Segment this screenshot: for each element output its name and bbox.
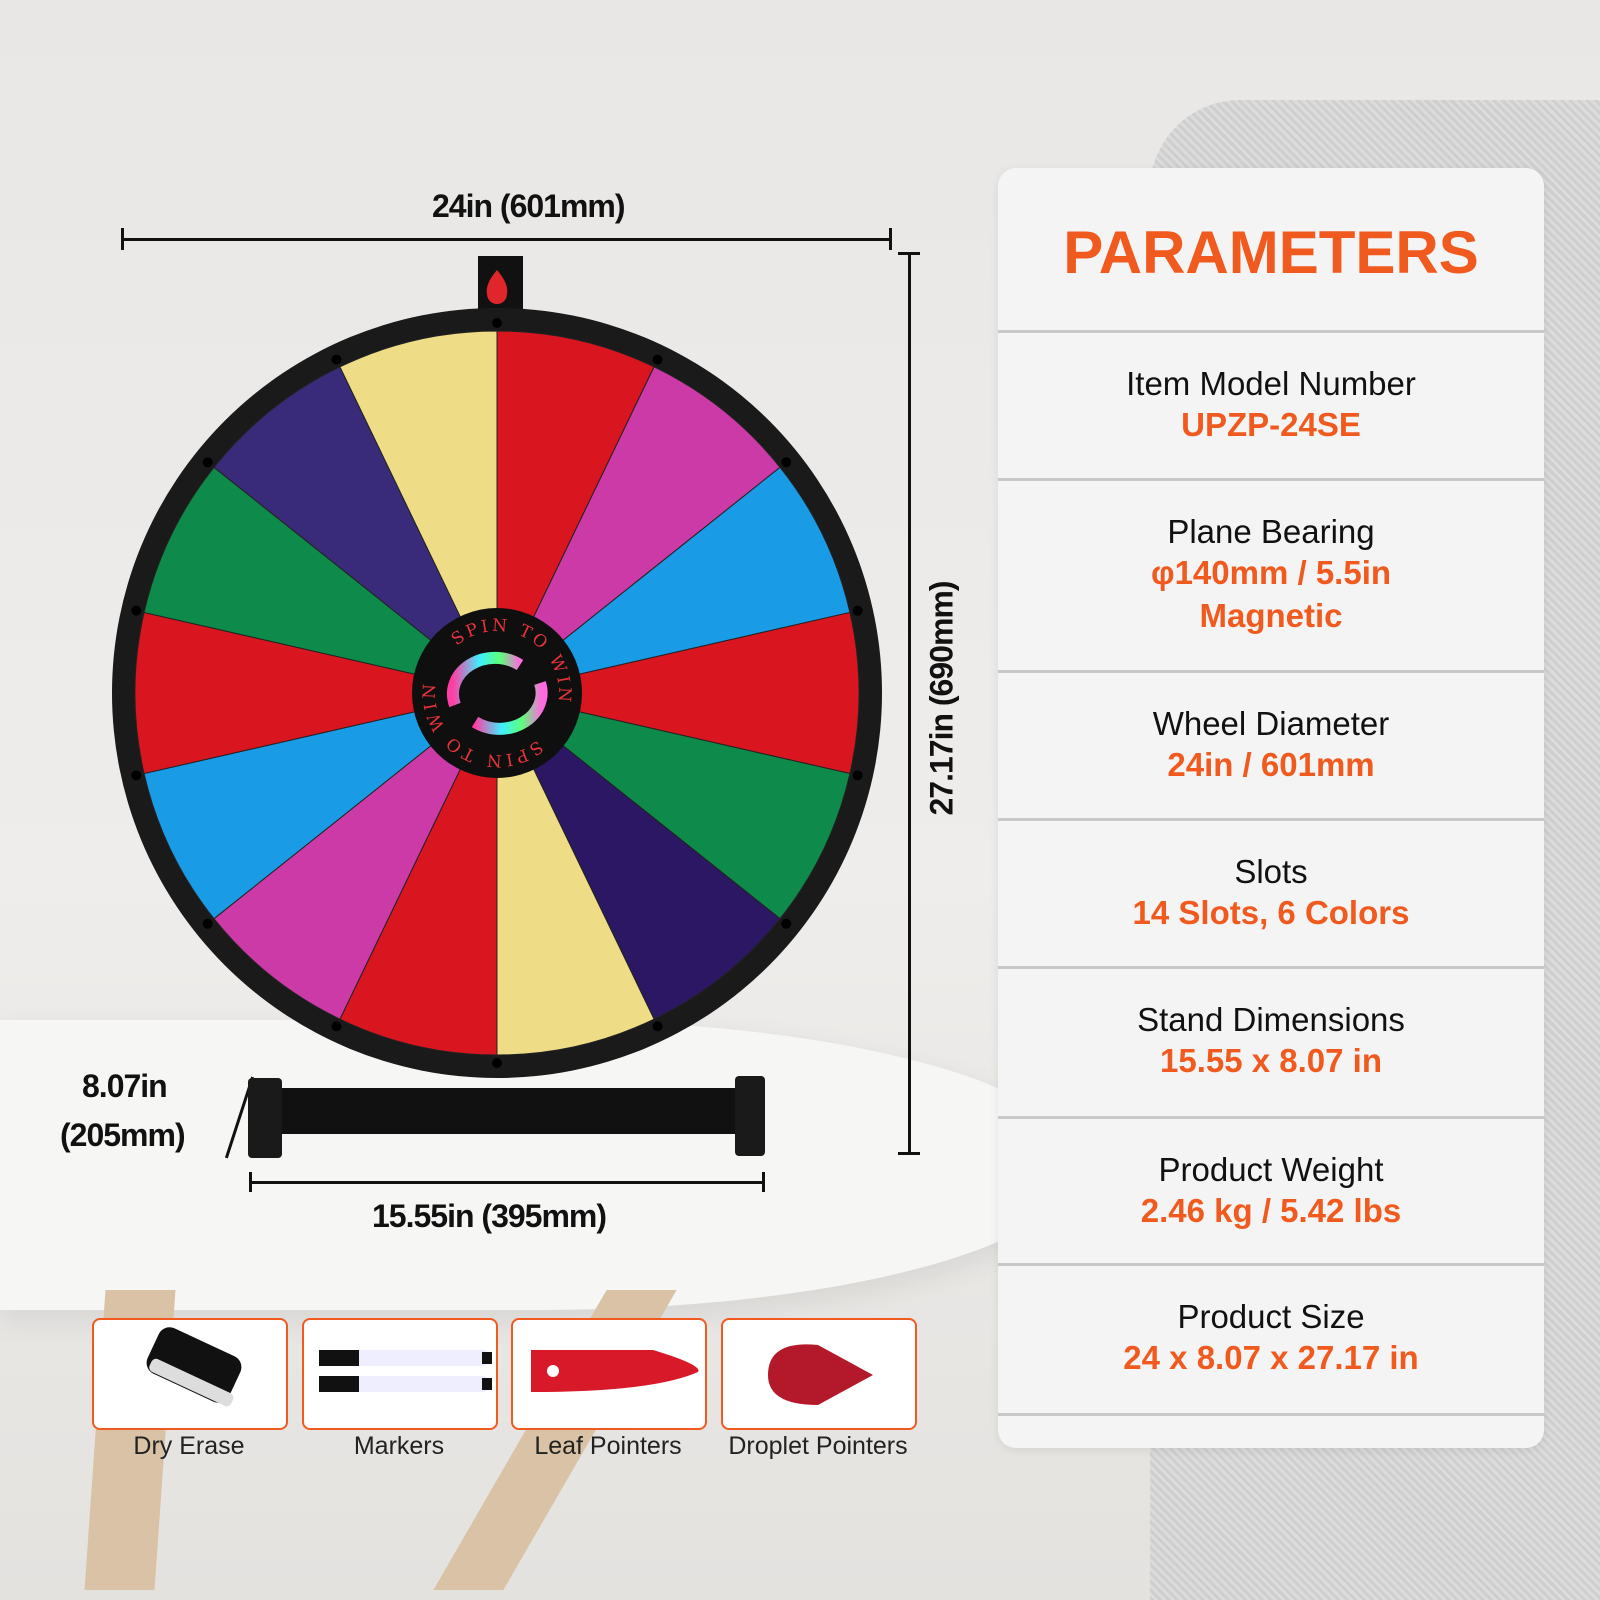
accessory-label: Dry Erase: [133, 1432, 245, 1460]
parameter-row: Stand Dimensions 15.55 x 8.07 in: [998, 966, 1544, 1119]
parameter-row: Product Size 24 x 8.07 x 27.17 in: [998, 1263, 1544, 1416]
wheel-slot: [213, 366, 498, 694]
divider: [998, 1413, 1544, 1416]
accessory-card: [511, 1318, 707, 1430]
wheel-peg: [131, 605, 142, 616]
stand-depth-in-label: 8.07in: [82, 1068, 168, 1104]
wheel-slot: [496, 611, 860, 775]
accessory-label: Markers: [353, 1432, 445, 1460]
stand-foot: [248, 1078, 282, 1158]
wheel-peg: [652, 1021, 663, 1032]
wheel-peg: [492, 1058, 502, 1068]
parameter-row: Plane Bearing φ140mm / 5.5in Magnetic: [998, 478, 1544, 673]
droplet-pointer[interactable]: [486, 270, 508, 304]
parameter-value: 24 x 8.07 x 27.17 in: [1123, 1339, 1419, 1376]
wheel-slot: [339, 330, 498, 694]
parameter-value: Magnetic: [1199, 597, 1343, 634]
wheel-slot: [496, 692, 781, 1020]
leaf-pointer-icon: [531, 1350, 699, 1392]
parameters-title: PARAMETERS: [1063, 219, 1479, 286]
wheel-slot: [496, 692, 851, 920]
wheel-slot: [496, 466, 851, 694]
wheel-slot: [213, 692, 498, 1020]
wheel-peg: [852, 770, 863, 781]
dimension-tick: [762, 1172, 765, 1192]
parameter-row: Product Weight 2.46 kg / 5.42 lbs: [998, 1116, 1544, 1266]
accessory-card: [302, 1318, 498, 1430]
parameter-value: 15.55 x 8.07 in: [1160, 1042, 1382, 1079]
parameter-label: Plane Bearing: [1167, 513, 1375, 550]
wheel-slot: [496, 330, 655, 694]
wheel-stand: [260, 1088, 760, 1134]
parameter-label: Product Weight: [1158, 1151, 1384, 1188]
stand-foot: [735, 1076, 765, 1156]
wheel-peg: [331, 354, 342, 365]
stand-depth-mm-label: (205mm): [60, 1117, 186, 1153]
parameter-value: 2.46 kg / 5.42 lbs: [1140, 1192, 1402, 1229]
stand-width-line: [250, 1181, 765, 1184]
accessory-card: [721, 1318, 917, 1430]
accessory-label: Droplet Pointers: [728, 1432, 908, 1460]
parameter-value: φ140mm / 5.5in: [1150, 554, 1392, 591]
wheel-peg: [202, 457, 213, 468]
spin-arrows-icon: [447, 651, 548, 735]
width-label: 24in (601mm): [432, 188, 626, 224]
parameter-row: Item Model Number UPZP-24SE: [998, 330, 1544, 481]
droplet-pointer-icon: [768, 1344, 873, 1405]
dimension-tick: [249, 1172, 252, 1192]
wheel-peg: [202, 918, 213, 929]
wheel-hub: [412, 608, 582, 778]
accessory-card: [92, 1318, 288, 1430]
parameter-label: Stand Dimensions: [1137, 1001, 1405, 1038]
wheel-slot: [143, 466, 498, 694]
height-dimension-line: [908, 252, 911, 1154]
parameters-panel: PARAMETERS Item Model Number UPZP-24SE Pla…: [998, 168, 1544, 1448]
dimension-tick: [898, 1152, 920, 1155]
width-dimension-line: [122, 238, 892, 241]
wheel-slot: [496, 366, 781, 694]
wheel-peg: [331, 1021, 342, 1032]
wheel-peg: [852, 605, 863, 616]
parameter-value: 24in / 601mm: [1167, 746, 1375, 783]
parameter-label: Item Model Number: [1126, 365, 1416, 402]
wheel-slot: [143, 692, 498, 920]
dimension-tick: [121, 228, 124, 250]
parameter-label: Product Size: [1177, 1298, 1365, 1335]
wheel-peg: [781, 457, 792, 468]
wheel-peg: [131, 770, 142, 781]
parameter-label: Wheel Diameter: [1152, 705, 1390, 742]
prize-wheel[interactable]: SPIN TO WIN SPIN TO WIN: [0, 0, 1000, 1100]
dimension-tick: [898, 252, 920, 255]
parameter-value: 14 Slots, 6 Colors: [1132, 894, 1410, 931]
wheel-peg: [652, 354, 663, 365]
accessory-label: Leaf Pointers: [534, 1432, 682, 1460]
markers-icon: [319, 1350, 492, 1392]
dimension-tick: [889, 228, 892, 250]
parameter-value: UPZP-24SE: [1181, 406, 1361, 443]
parameter-label: Slots: [1234, 853, 1308, 890]
eraser-icon: [146, 1327, 242, 1407]
parameter-row: Slots 14 Slots, 6 Colors: [998, 818, 1544, 969]
wheel-peg: [781, 918, 792, 929]
parameter-row: Wheel Diameter 24in / 601mm: [998, 670, 1544, 821]
wheel-peg: [492, 318, 502, 328]
wheel-slot: [339, 692, 498, 1056]
wheel-slot: [496, 692, 655, 1056]
wheel-slot: [134, 611, 498, 775]
stand-width-label: 15.55in (395mm): [372, 1198, 607, 1234]
